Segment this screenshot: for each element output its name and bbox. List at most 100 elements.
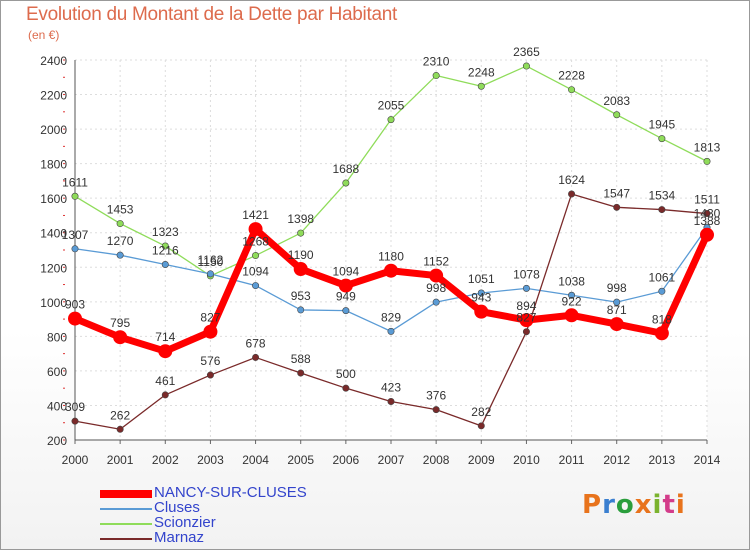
y-tick-label: 2000 bbox=[40, 123, 67, 137]
legend-item: Marnaz bbox=[100, 529, 360, 546]
data-label: 1453 bbox=[107, 203, 134, 217]
data-label: 1038 bbox=[558, 274, 585, 288]
data-label: 953 bbox=[291, 289, 311, 303]
data-point bbox=[387, 327, 395, 335]
legend-swatch bbox=[100, 538, 152, 540]
data-point bbox=[477, 82, 485, 90]
data-label: 1150 bbox=[198, 255, 224, 269]
data-point bbox=[252, 252, 260, 260]
data-label: 1534 bbox=[649, 189, 676, 203]
x-tick-label: 2009 bbox=[468, 453, 495, 467]
logo-letter: i bbox=[675, 490, 686, 520]
data-label: 1094 bbox=[333, 265, 360, 279]
data-point bbox=[342, 179, 350, 187]
data-label: 2083 bbox=[603, 94, 630, 108]
data-point bbox=[116, 425, 124, 433]
data-point bbox=[203, 324, 218, 339]
x-tick-label: 2000 bbox=[62, 453, 89, 467]
data-label: 1190 bbox=[288, 248, 314, 262]
data-point bbox=[297, 229, 305, 237]
data-label: 2055 bbox=[378, 99, 405, 113]
data-point bbox=[564, 308, 579, 323]
data-label: 282 bbox=[471, 405, 491, 419]
data-point bbox=[161, 391, 169, 399]
data-label: 1180 bbox=[378, 250, 404, 264]
x-tick-label: 2012 bbox=[603, 453, 630, 467]
data-point bbox=[387, 116, 395, 124]
data-label: 1945 bbox=[649, 118, 676, 132]
y-tick-label: 1000 bbox=[40, 296, 67, 310]
logo-letter: x bbox=[634, 490, 653, 520]
data-label: 1152 bbox=[423, 255, 449, 269]
data-point bbox=[384, 263, 398, 278]
data-point bbox=[658, 206, 666, 214]
data-label: 1421 bbox=[242, 208, 269, 222]
data-label: 1078 bbox=[513, 267, 540, 281]
y-tick-label: 400 bbox=[47, 399, 67, 413]
x-tick-label: 2007 bbox=[378, 453, 405, 467]
legend-label: Cluses bbox=[154, 499, 200, 516]
legend-item: NANCY-SUR-CLUSES bbox=[100, 484, 360, 501]
data-label: 795 bbox=[110, 316, 130, 330]
data-point bbox=[474, 304, 489, 319]
x-tick-label: 2002 bbox=[152, 453, 179, 467]
data-label: 1398 bbox=[287, 212, 314, 226]
data-point bbox=[613, 298, 621, 306]
data-label: 376 bbox=[426, 389, 446, 403]
data-point bbox=[568, 190, 576, 198]
data-label: 1611 bbox=[62, 175, 88, 189]
data-label: 894 bbox=[516, 299, 536, 313]
x-tick-label: 2011 bbox=[559, 453, 585, 467]
data-point bbox=[658, 287, 666, 295]
y-tick-label: 2200 bbox=[40, 89, 67, 103]
y-tick-label: 1600 bbox=[40, 192, 67, 206]
legend-label: NANCY-SUR-CLUSES bbox=[154, 484, 307, 501]
data-point bbox=[568, 86, 576, 94]
x-tick-label: 2006 bbox=[333, 453, 360, 467]
data-label: 827 bbox=[516, 311, 536, 325]
data-label: 827 bbox=[200, 311, 220, 325]
logo-letter: i bbox=[652, 490, 663, 520]
data-label: 1270 bbox=[107, 234, 134, 248]
chart-title: Evolution du Montant de la Dette par Hab… bbox=[26, 4, 397, 25]
data-point bbox=[252, 353, 260, 361]
data-label: 1511 bbox=[694, 193, 720, 207]
x-tick-label: 2010 bbox=[513, 453, 540, 467]
data-point bbox=[432, 406, 440, 414]
data-point bbox=[71, 417, 79, 425]
data-point bbox=[613, 111, 621, 119]
data-label: 998 bbox=[426, 281, 446, 295]
y-tick-label: 800 bbox=[47, 330, 67, 344]
data-label: 2310 bbox=[423, 55, 450, 69]
data-label: 576 bbox=[200, 354, 220, 368]
data-label: 2248 bbox=[468, 65, 495, 79]
data-point bbox=[609, 317, 624, 332]
data-label: 949 bbox=[336, 290, 356, 304]
data-label: 1162 bbox=[198, 253, 224, 267]
data-point bbox=[342, 384, 350, 392]
data-label: 714 bbox=[155, 330, 175, 344]
data-point bbox=[568, 291, 576, 299]
data-label: 818 bbox=[652, 312, 672, 326]
data-point bbox=[158, 344, 173, 359]
x-tick-label: 2014 bbox=[694, 453, 721, 467]
legend-swatch bbox=[100, 523, 152, 525]
data-label: 1547 bbox=[603, 186, 630, 200]
data-point bbox=[161, 242, 169, 250]
data-label: 1061 bbox=[649, 270, 676, 284]
data-label: 678 bbox=[246, 336, 266, 350]
x-tick-label: 2003 bbox=[197, 453, 224, 467]
x-tick-label: 2004 bbox=[242, 453, 269, 467]
data-point bbox=[161, 261, 169, 269]
data-point bbox=[477, 289, 485, 297]
data-label: 829 bbox=[381, 310, 401, 324]
data-point bbox=[658, 135, 666, 143]
x-tick-label: 2005 bbox=[287, 453, 314, 467]
data-label: 1388 bbox=[694, 214, 721, 228]
data-point bbox=[522, 62, 530, 70]
data-label: 1688 bbox=[333, 162, 360, 176]
data-point bbox=[206, 270, 214, 278]
data-point bbox=[342, 307, 350, 315]
data-point bbox=[116, 251, 124, 259]
data-label: 903 bbox=[65, 298, 85, 312]
